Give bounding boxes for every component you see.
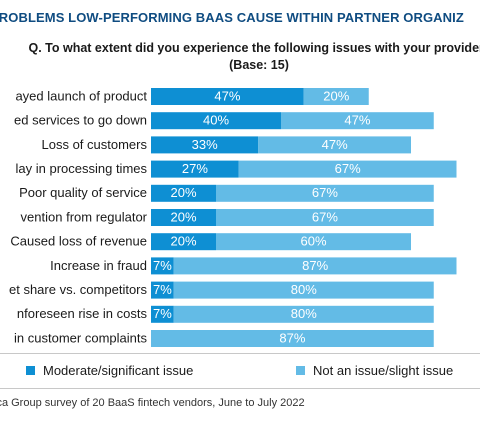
data-label-not-issue: 60%	[300, 234, 326, 249]
bar-not-issue	[216, 209, 434, 226]
data-label-moderate: 20%	[170, 209, 196, 224]
data-label-not-issue: 67%	[335, 161, 361, 176]
data-label-moderate: 20%	[170, 234, 196, 249]
bar-not-issue	[216, 184, 434, 202]
data-label-moderate: 7%	[153, 258, 172, 273]
bar-not-issue	[303, 88, 369, 105]
bar-not-issue	[281, 112, 434, 130]
data-label-moderate: 47%	[214, 88, 240, 103]
bar-moderate	[151, 305, 174, 323]
category-label: Caused loss of revenue	[10, 234, 147, 249]
bar-moderate	[151, 112, 281, 130]
legend-item-moderate: Moderate/significant issue	[26, 363, 193, 378]
category-label: ed services to go down	[14, 113, 147, 128]
data-label-not-issue: 80%	[291, 306, 317, 321]
data-label-not-issue: 20%	[323, 88, 349, 103]
category-label: Increase in fraud	[50, 258, 147, 273]
bar-not-issue	[173, 281, 434, 299]
legend-swatch-not-issue	[296, 366, 305, 375]
data-label-moderate: 20%	[170, 185, 196, 200]
category-label: et share vs. competitors	[9, 282, 147, 297]
bar-moderate	[151, 136, 259, 154]
category-label: Poor quality of service	[19, 185, 147, 200]
source-divider	[0, 388, 480, 389]
data-label-not-issue: 47%	[344, 113, 370, 128]
data-label-not-issue: 80%	[291, 282, 317, 297]
category-label: nforeseen rise in costs	[17, 306, 148, 321]
data-label-moderate: 7%	[153, 306, 172, 321]
chart-title: PROBLEMS LOW-PERFORMING BAAS CAUSE WITHI…	[0, 10, 480, 25]
data-label-not-issue: 67%	[312, 209, 338, 224]
data-label-not-issue: 87%	[279, 330, 305, 345]
data-label-not-issue: 87%	[302, 258, 328, 273]
data-label-moderate: 7%	[153, 282, 172, 297]
bar-not-issue	[258, 136, 411, 154]
bar-moderate	[151, 184, 216, 202]
category-label: vention from regulator	[21, 209, 148, 224]
bar-not-issue	[216, 233, 411, 251]
category-label: Loss of customers	[42, 137, 148, 152]
bar-not-issue	[173, 257, 457, 275]
bar-moderate	[151, 88, 304, 105]
bar-moderate	[151, 257, 174, 275]
bar-moderate	[151, 233, 216, 251]
chart-title-text: PROBLEMS LOW-PERFORMING BAAS CAUSE WITHI…	[0, 10, 464, 25]
data-label-moderate: 27%	[182, 161, 208, 176]
base-text: (Base: 15)	[229, 58, 289, 72]
chart-question: Q. To what extent did you experience the…	[0, 41, 480, 55]
bar-not-issue	[173, 305, 434, 323]
data-label-moderate: 40%	[203, 113, 229, 128]
legend-item-not-issue: Not an issue/slight issue	[296, 363, 453, 378]
category-label: in customer complaints	[14, 330, 147, 345]
category-label: lay in processing times	[16, 161, 148, 176]
legend-top-divider	[0, 353, 480, 354]
legend-swatch-moderate	[26, 366, 35, 375]
data-label-not-issue: 67%	[312, 185, 338, 200]
legend-label-not-issue: Not an issue/slight issue	[313, 363, 454, 378]
data-label-moderate: 33%	[192, 137, 218, 152]
bar-moderate	[151, 209, 216, 226]
bar-moderate	[151, 160, 239, 178]
source-note: ica Group survey of 20 BaaS fintech vend…	[0, 397, 305, 409]
data-label-not-issue: 47%	[322, 137, 348, 152]
question-text: Q. To what extent did you experience the…	[28, 41, 480, 55]
bar-not-issue	[151, 330, 434, 347]
category-label: ayed launch of product	[15, 88, 147, 103]
bar-not-issue	[238, 160, 457, 178]
legend-label-moderate: Moderate/significant issue	[43, 363, 194, 378]
bar-moderate	[151, 281, 174, 299]
chart-base: (Base: 15)	[0, 58, 480, 72]
